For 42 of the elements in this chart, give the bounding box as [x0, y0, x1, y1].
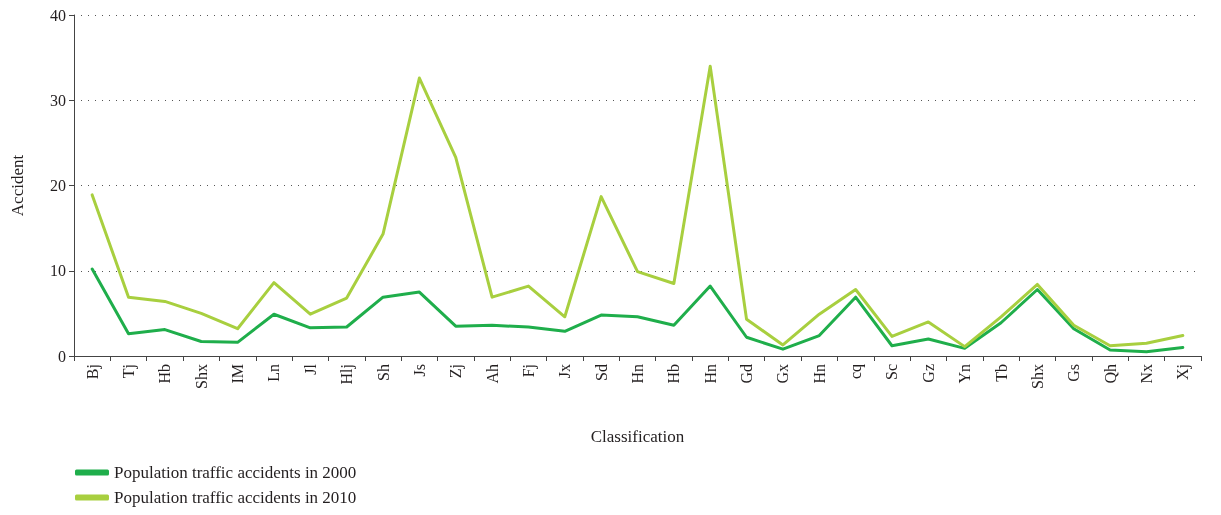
x-tick-label: Hlj — [338, 364, 357, 385]
x-tick-label: Yn — [956, 364, 974, 384]
y-axis-title: Accident — [8, 154, 27, 217]
x-tick-label: Gx — [774, 364, 792, 384]
x-tick-label: Shx — [192, 364, 210, 389]
legend-label: Population traffic accidents in 2010 — [114, 488, 357, 507]
line-series — [90, 267, 1185, 354]
x-tick-label: Tb — [992, 364, 1010, 382]
y-tick-label: 40 — [50, 6, 66, 24]
x-tick-label: Bj — [83, 364, 102, 380]
x-tick-label: Hb — [156, 364, 174, 384]
x-tick-label: Gz — [919, 364, 937, 383]
legend-label: Population traffic accidents in 2000 — [114, 463, 357, 482]
x-tick-label: Jl — [301, 363, 319, 375]
line-series — [90, 64, 1185, 349]
x-tick-label: Gd — [738, 364, 756, 384]
x-tick-label: Xj — [1174, 364, 1193, 380]
x-tick-label: Sc — [883, 364, 901, 380]
x-tick-label: Shx — [1028, 364, 1046, 389]
x-tick-label: Js — [410, 364, 428, 377]
x-tick-label: Nx — [1137, 364, 1155, 384]
x-tick-label: Hn — [629, 364, 646, 384]
x-tick-label: Ah — [483, 364, 501, 384]
x-tick-label: IM — [229, 364, 247, 384]
x-tick-label: cq — [847, 364, 866, 380]
x-tick-label: Gs — [1065, 364, 1083, 382]
x-tick-label: Jx — [556, 364, 574, 379]
x-tick-label: Hn — [810, 364, 828, 384]
x-tick-label: Qh — [1101, 364, 1119, 384]
x-tick-label: Sd — [592, 364, 610, 381]
x-tick-label: Ln — [265, 364, 283, 382]
y-tick-label: 30 — [50, 91, 66, 109]
x-tick-label: Hb — [665, 364, 683, 384]
x-tick-label: Tj — [120, 364, 139, 379]
y-tick-label: 20 — [50, 177, 66, 194]
x-axis-title: Classification — [590, 427, 685, 446]
x-tick-label: Sh — [374, 364, 392, 381]
x-tick-label: Fj — [519, 364, 538, 378]
y-tick-label: 0 — [58, 347, 66, 365]
x-tick-label: Hn — [701, 364, 719, 384]
x-tick-label: Zj — [447, 364, 466, 379]
y-tick-label: 10 — [50, 262, 66, 280]
